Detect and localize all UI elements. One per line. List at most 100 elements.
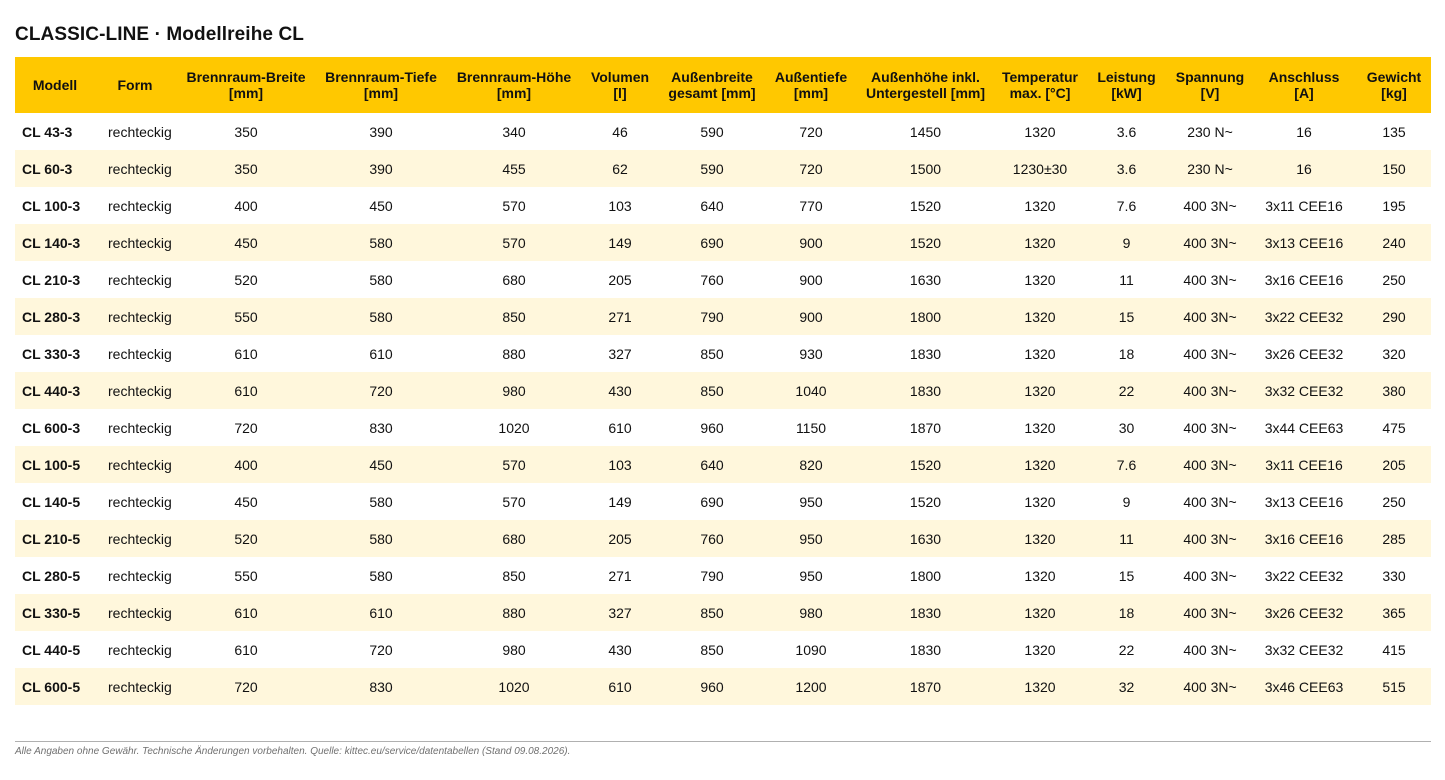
table-cell: 1320	[1024, 530, 1056, 547]
column-header: Außentiefe [mm]	[767, 57, 855, 113]
table-cell: 3x44 CEE63	[1264, 419, 1344, 436]
table-row: CL 60-3 rechteckig 350 390 455 62 590 720 1500 12…	[15, 150, 1431, 187]
table-cell: 290	[1382, 308, 1406, 325]
table-cell: 570	[502, 234, 526, 251]
footer-divider	[15, 741, 1431, 742]
table-cell: 400 3N~	[1183, 641, 1237, 658]
column-header-label: Brennraum-Breite	[186, 69, 306, 85]
table-cell: 1520	[909, 493, 942, 510]
model-cell: CL 43-3	[22, 123, 73, 140]
column-header-unit: Untergestell [mm]	[865, 85, 986, 101]
table-cell: 271	[608, 567, 632, 584]
table-cell: 46	[612, 123, 628, 140]
table-cell: 250	[1382, 493, 1406, 510]
table-cell: 330	[1382, 567, 1406, 584]
table-cell: 390	[369, 123, 393, 140]
column-header-label: Außenhöhe inkl.	[871, 69, 980, 85]
model-cell: CL 140-3	[22, 234, 81, 251]
table-cell: 1830	[909, 345, 942, 362]
table-cell: 610	[369, 604, 393, 621]
column-header: Brennraum-Tiefe [mm]	[317, 57, 445, 113]
table-row: CL 440-5 rechteckig 610 720 980 430 850 1090 183…	[15, 631, 1431, 668]
table-cell: 230 N~	[1187, 123, 1233, 140]
table-cell: 610	[369, 345, 393, 362]
table-cell: 900	[799, 234, 823, 251]
table-cell: 135	[1382, 123, 1406, 140]
model-cell: CL 440-5	[22, 641, 81, 658]
table-cell: 680	[502, 530, 526, 547]
table-cell: rechteckig	[108, 493, 172, 510]
model-cell: CL 60-3	[22, 160, 73, 177]
table-cell: 570	[502, 493, 526, 510]
table-row: CL 280-3 rechteckig 550 580 850 271 790 900 1800…	[15, 298, 1431, 335]
table-cell: 950	[799, 530, 823, 547]
column-header-label: Spannung	[1175, 69, 1245, 85]
table-cell: 9	[1122, 234, 1131, 251]
column-header: Spannung [V]	[1169, 57, 1251, 113]
table-cell: 580	[369, 493, 393, 510]
column-header-label: Form	[117, 77, 153, 93]
table-cell: 400 3N~	[1183, 567, 1237, 584]
table-row: CL 600-5 rechteckig 720 830 1020 610 960 1200 18…	[15, 668, 1431, 705]
model-cell: CL 280-3	[22, 308, 81, 325]
table-cell: 400 3N~	[1183, 604, 1237, 621]
table-cell: 580	[369, 567, 393, 584]
table-cell: 1320	[1024, 678, 1056, 695]
column-header-unit: [A]	[1294, 85, 1314, 101]
column-header-label: Anschluss	[1268, 69, 1340, 85]
table-cell: 450	[369, 456, 393, 473]
table-cell: 3x13 CEE16	[1264, 493, 1344, 510]
table-cell: 580	[369, 234, 393, 251]
table-cell: 3x26 CEE32	[1264, 345, 1344, 362]
table-cell: 950	[799, 567, 823, 584]
table-cell: 850	[700, 641, 724, 658]
table-cell: 1830	[909, 604, 942, 621]
table-cell: 680	[502, 271, 526, 288]
table-cell: rechteckig	[108, 641, 172, 658]
table-cell: 820	[799, 456, 823, 473]
table-cell: rechteckig	[108, 345, 172, 362]
table-cell: 580	[369, 308, 393, 325]
table-cell: 900	[799, 308, 823, 325]
table-cell: 3x46 CEE63	[1264, 678, 1344, 695]
table-cell: 400 3N~	[1183, 419, 1237, 436]
table-cell: 580	[369, 271, 393, 288]
table-cell: 22	[1118, 641, 1135, 658]
table-cell: 1320	[1024, 345, 1056, 362]
table-cell: 149	[608, 493, 632, 510]
table-cell: 610	[608, 419, 632, 436]
column-header-unit: [mm]	[363, 85, 399, 101]
table-cell: 1200	[795, 678, 827, 695]
column-header: Modell	[15, 57, 95, 113]
table-cell: rechteckig	[108, 234, 172, 251]
model-cell: CL 140-5	[22, 493, 81, 510]
table-cell: 960	[700, 678, 724, 695]
table-cell: 250	[1382, 271, 1406, 288]
column-header-label: Brennraum-Höhe	[456, 69, 572, 85]
column-header-unit: [mm]	[496, 85, 532, 101]
table-cell: 850	[502, 308, 526, 325]
column-header-label: Modell	[32, 77, 78, 93]
table-cell: 1320	[1024, 419, 1056, 436]
table-cell: 790	[700, 567, 724, 584]
table-cell: 580	[369, 530, 393, 547]
table-cell: 515	[1382, 678, 1406, 695]
table-cell: 520	[234, 271, 258, 288]
column-header-label: Außentiefe	[774, 69, 848, 85]
table-cell: 610	[608, 678, 632, 695]
table-cell: rechteckig	[108, 308, 172, 325]
table-cell: 880	[502, 604, 526, 621]
table-row: CL 43-3 rechteckig 350 390 340 46 590 720 1450 13…	[15, 113, 1431, 150]
table-cell: 3x32 CEE32	[1264, 641, 1344, 658]
table-cell: 18	[1118, 345, 1135, 362]
header-row: Modell Form Brennraum-Breite [mm] Brennraum-…	[15, 57, 1431, 113]
column-header-unit: [mm]	[228, 85, 264, 101]
column-header-unit: [kW]	[1111, 85, 1142, 101]
table-cell: 3x16 CEE16	[1264, 530, 1344, 547]
table-cell: 720	[234, 678, 258, 695]
table-cell: 16	[1296, 123, 1312, 140]
table-row: CL 600-3 rechteckig 720 830 1020 610 960 1150 18…	[15, 409, 1431, 446]
table-cell: 16	[1296, 160, 1312, 177]
table-cell: 770	[799, 197, 823, 214]
table-cell: rechteckig	[108, 530, 172, 547]
